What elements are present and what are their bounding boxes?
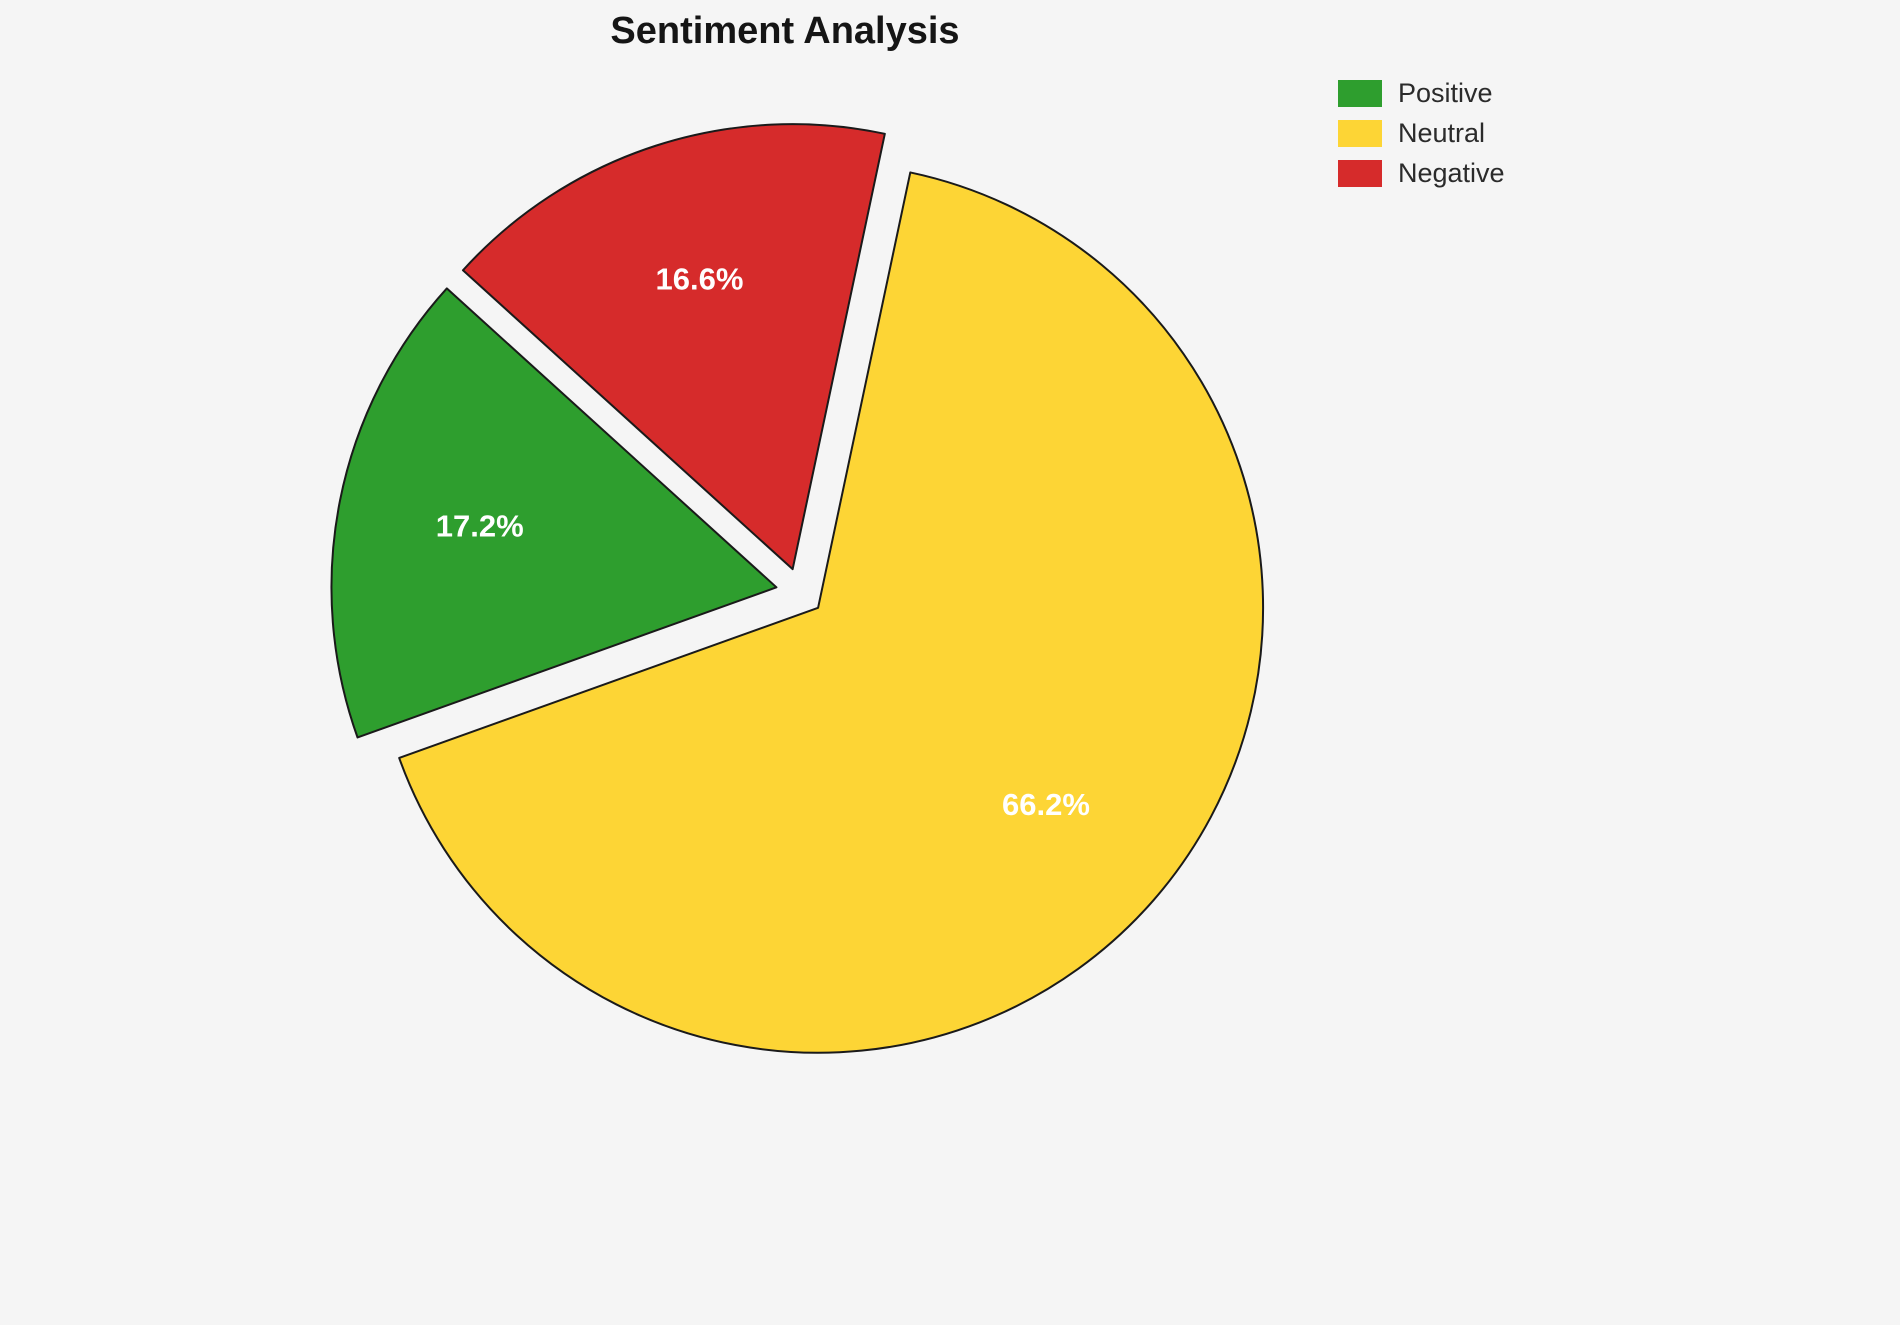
pie-slices-group bbox=[330, 123, 1265, 1054]
legend: Positive Neutral Negative bbox=[1338, 80, 1505, 187]
legend-swatch-negative bbox=[1338, 160, 1382, 187]
legend-swatch-neutral bbox=[1338, 120, 1382, 147]
pie-labels-group: 17.2% 66.2% 16.6% bbox=[436, 261, 1090, 822]
legend-item-negative: Negative bbox=[1338, 160, 1505, 187]
slice-pct-label-positive: 17.2% bbox=[436, 508, 524, 543]
legend-label-negative: Negative bbox=[1398, 158, 1505, 188]
legend-item-neutral: Neutral bbox=[1338, 120, 1505, 147]
legend-label-positive: Positive bbox=[1398, 78, 1493, 108]
slice-pct-label-negative: 16.6% bbox=[656, 261, 744, 296]
pie-slice-negative bbox=[461, 123, 886, 571]
legend-item-positive: Positive bbox=[1338, 80, 1505, 107]
legend-swatch-positive bbox=[1338, 80, 1382, 107]
pie-slice-neutral bbox=[398, 171, 1265, 1054]
legend-label-neutral: Neutral bbox=[1398, 118, 1486, 148]
pie-slice-positive bbox=[330, 287, 778, 739]
chart-title: Sentiment Analysis bbox=[610, 10, 960, 52]
slice-pct-label-neutral: 66.2% bbox=[1002, 787, 1090, 822]
